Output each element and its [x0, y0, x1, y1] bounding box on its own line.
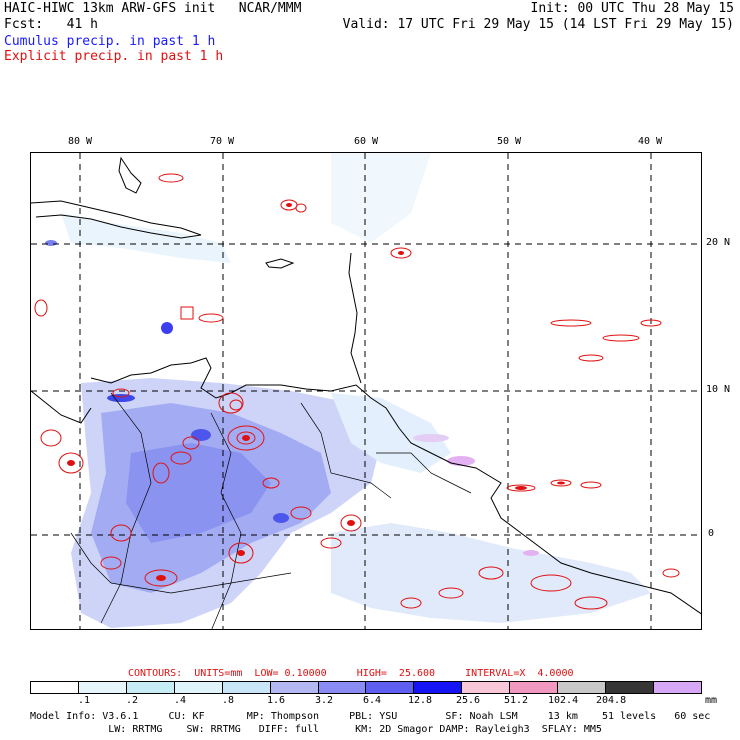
coastlines: [31, 156, 701, 615]
precip-map: [30, 152, 702, 630]
legend-tick: .8: [222, 695, 235, 706]
precip-color-legend: [30, 681, 702, 694]
legend-tick: .2: [126, 695, 139, 706]
explicit-precip-contours: [34, 173, 680, 610]
legend-tick: 3.2: [315, 695, 334, 706]
legend-bin-2: [78, 682, 127, 693]
lon-label-60w: 60 W: [354, 136, 379, 147]
legend-tick: 25.6: [456, 695, 481, 706]
lon-label-70w: 70 W: [210, 136, 235, 147]
legend-bin-14: [653, 682, 701, 693]
plot-title: HAIC-HIWC 13km ARW-GFS init NCAR/MMM: [4, 1, 302, 16]
legend-tick: 102.4: [548, 695, 579, 706]
lon-label-40w: 40 W: [638, 136, 663, 147]
legend-bin-11: [510, 682, 559, 693]
map-canvas: [31, 153, 701, 629]
country-borders: [70, 392, 472, 629]
explicit-precip-label: Explicit precip. in past 1 h: [4, 49, 224, 64]
lon-label-50w: 50 W: [497, 136, 522, 147]
lat-label-0: 0: [708, 528, 715, 539]
model-info-line-2: LW: RRTMG SW: RRTMG DIFF: full KM: 2D Sm…: [30, 724, 602, 735]
legend-tick: .4: [174, 695, 187, 706]
legend-tick: .1: [78, 695, 91, 706]
legend-bin-13: [606, 682, 654, 693]
cumulus-precip-label: Cumulus precip. in past 1 h: [4, 34, 216, 49]
legend-bin-12: [558, 682, 607, 693]
legend-units: mm: [705, 695, 718, 706]
legend-bin-6: [270, 682, 319, 693]
init-time: Init: 00 UTC Thu 28 May 15: [530, 1, 735, 16]
legend-bin-4: [174, 682, 223, 693]
forecast-hour: Fcst: 41 h: [4, 17, 98, 32]
contours-info: CONTOURS: UNITS=mm LOW= 0.10000 HIGH= 25…: [128, 668, 574, 679]
legend-bin-7: [318, 682, 367, 693]
lat-label-10n: 10 N: [706, 384, 731, 395]
legend-bin-8: [366, 682, 415, 693]
legend-bin-1: [31, 682, 79, 693]
lat-label-20n: 20 N: [706, 237, 731, 248]
legend-bin-5: [222, 682, 271, 693]
model-info-line-1: Model Info: V3.6.1 CU: KF MP: Thompson P…: [30, 711, 711, 722]
legend-tick: 6.4: [363, 695, 382, 706]
lon-label-80w: 80 W: [68, 136, 93, 147]
legend-bin-10: [462, 682, 511, 693]
legend-bin-3: [126, 682, 175, 693]
legend-tick: 1.6: [267, 695, 286, 706]
legend-tick: 51.2: [504, 695, 529, 706]
lat-lon-grid: [31, 153, 701, 629]
legend-tick: 12.8: [408, 695, 433, 706]
explicit-precip-cores: [67, 203, 565, 581]
legend-tick: 204.8: [596, 695, 627, 706]
valid-time: Valid: 17 UTC Fri 29 May 15 (14 LST Fri …: [342, 17, 734, 32]
legend-bin-9: [414, 682, 463, 693]
